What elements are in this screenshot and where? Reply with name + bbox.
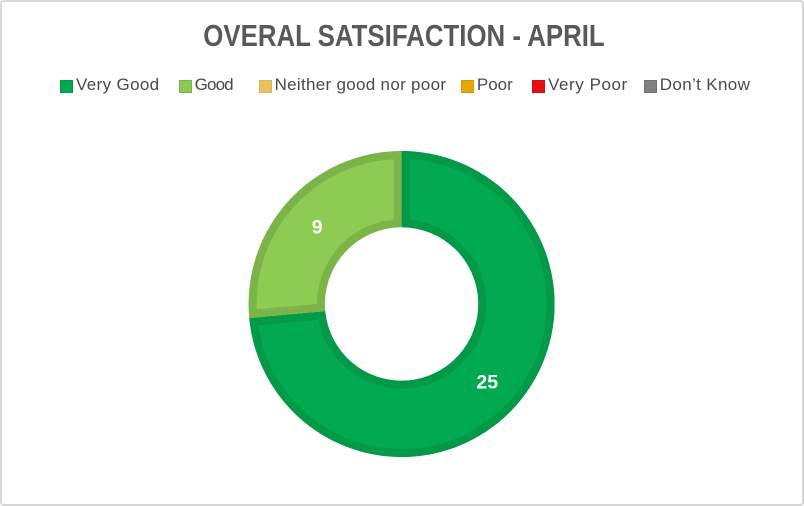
svg-text:25: 25 <box>476 371 498 393</box>
svg-text:9: 9 <box>312 216 323 238</box>
